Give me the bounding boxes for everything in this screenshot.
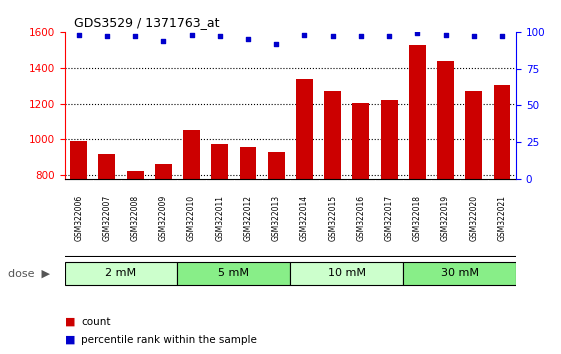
- Bar: [268, 152, 284, 319]
- Text: GSM322021: GSM322021: [498, 195, 507, 241]
- Bar: [324, 91, 341, 319]
- Text: GSM322010: GSM322010: [187, 195, 196, 241]
- Point: [328, 33, 337, 39]
- Bar: [296, 79, 313, 319]
- Text: GSM322012: GSM322012: [243, 195, 252, 241]
- Bar: [211, 144, 228, 319]
- Text: GDS3529 / 1371763_at: GDS3529 / 1371763_at: [73, 16, 219, 29]
- Bar: [98, 154, 116, 319]
- Text: GSM322016: GSM322016: [356, 195, 365, 241]
- Point: [272, 41, 280, 46]
- Point: [356, 33, 365, 39]
- Text: percentile rank within the sample: percentile rank within the sample: [81, 335, 257, 345]
- Text: GSM322013: GSM322013: [272, 195, 280, 241]
- Point: [159, 38, 168, 44]
- Text: ■: ■: [65, 335, 75, 345]
- Text: GSM322019: GSM322019: [441, 195, 450, 241]
- FancyBboxPatch shape: [177, 262, 291, 285]
- Point: [243, 36, 252, 42]
- Text: count: count: [81, 317, 111, 327]
- Text: ■: ■: [65, 317, 75, 327]
- Point: [300, 32, 309, 38]
- Point: [470, 33, 479, 39]
- Bar: [494, 85, 511, 319]
- Text: GSM322006: GSM322006: [74, 195, 83, 241]
- FancyBboxPatch shape: [65, 262, 177, 285]
- Text: dose  ▶: dose ▶: [8, 268, 50, 279]
- Text: GSM322015: GSM322015: [328, 195, 337, 241]
- Text: 10 mM: 10 mM: [328, 268, 366, 279]
- Point: [413, 30, 422, 36]
- Bar: [409, 45, 426, 319]
- Bar: [183, 130, 200, 319]
- Point: [215, 33, 224, 39]
- Bar: [70, 141, 87, 319]
- Text: GSM322020: GSM322020: [470, 195, 479, 241]
- Text: 2 mM: 2 mM: [105, 268, 136, 279]
- Text: GSM322014: GSM322014: [300, 195, 309, 241]
- Point: [74, 32, 83, 38]
- FancyBboxPatch shape: [403, 262, 516, 285]
- Point: [131, 33, 140, 39]
- Bar: [127, 171, 144, 319]
- Text: GSM322018: GSM322018: [413, 195, 422, 241]
- Point: [385, 33, 394, 39]
- Point: [102, 33, 111, 39]
- Bar: [155, 164, 172, 319]
- Bar: [352, 103, 369, 319]
- Bar: [465, 91, 482, 319]
- Text: GSM322017: GSM322017: [385, 195, 394, 241]
- Point: [498, 33, 507, 39]
- Point: [187, 32, 196, 38]
- Text: GSM322009: GSM322009: [159, 195, 168, 241]
- FancyBboxPatch shape: [291, 262, 403, 285]
- Bar: [380, 100, 398, 319]
- Text: 5 mM: 5 mM: [218, 268, 250, 279]
- Bar: [240, 147, 256, 319]
- Point: [441, 32, 450, 38]
- Bar: [437, 62, 454, 319]
- Text: GSM322007: GSM322007: [102, 195, 111, 241]
- Text: GSM322011: GSM322011: [215, 195, 224, 241]
- Text: 30 mM: 30 mM: [441, 268, 479, 279]
- Text: GSM322008: GSM322008: [131, 195, 140, 241]
